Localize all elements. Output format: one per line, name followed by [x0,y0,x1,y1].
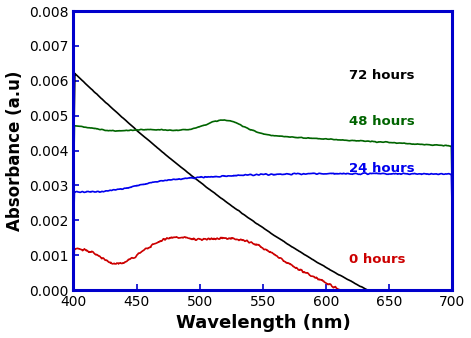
Text: 24 hours: 24 hours [349,162,414,175]
X-axis label: Wavelength (nm): Wavelength (nm) [176,314,350,333]
Text: 48 hours: 48 hours [349,116,414,128]
Y-axis label: Absorbance (a.u): Absorbance (a.u) [6,70,24,231]
Text: 0 hours: 0 hours [349,253,405,266]
Text: 72 hours: 72 hours [349,69,414,82]
